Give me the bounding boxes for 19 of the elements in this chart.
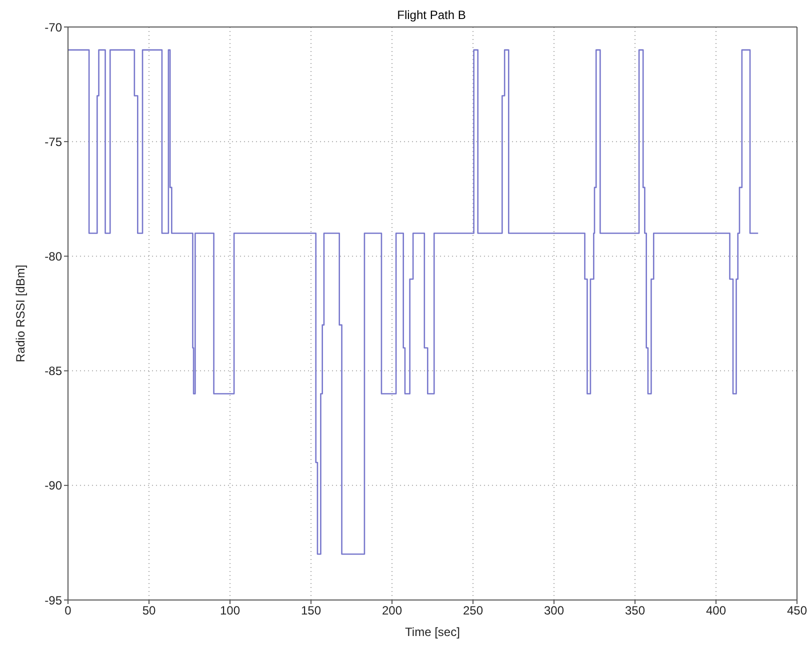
y-tick-label: -75 xyxy=(44,134,62,149)
y-tick-label: -70 xyxy=(44,20,62,34)
y-tick-label: -95 xyxy=(44,593,62,608)
x-tick-label: 0 xyxy=(64,604,72,618)
x-tick-label: 450 xyxy=(786,604,808,618)
x-axis-title: Time [sec] xyxy=(405,625,460,639)
y-axis-title: Radio RSSI [dBm] xyxy=(13,264,28,362)
x-tick-label: 350 xyxy=(624,604,646,618)
x-tick-label: 300 xyxy=(544,604,564,618)
chart-title: Flight Path B xyxy=(396,8,467,22)
y-tick-label: -80 xyxy=(44,249,62,264)
x-tick-label: 100 xyxy=(220,604,240,618)
x-tick-label: 50 xyxy=(142,604,156,618)
y-tick-label: -90 xyxy=(44,478,62,493)
x-tick-label: 150 xyxy=(300,604,322,618)
x-tick-label: 250 xyxy=(462,604,484,618)
y-tick-label: -85 xyxy=(44,364,62,378)
x-tick-label: 400 xyxy=(706,604,726,618)
x-tick-label: 200 xyxy=(382,604,402,618)
